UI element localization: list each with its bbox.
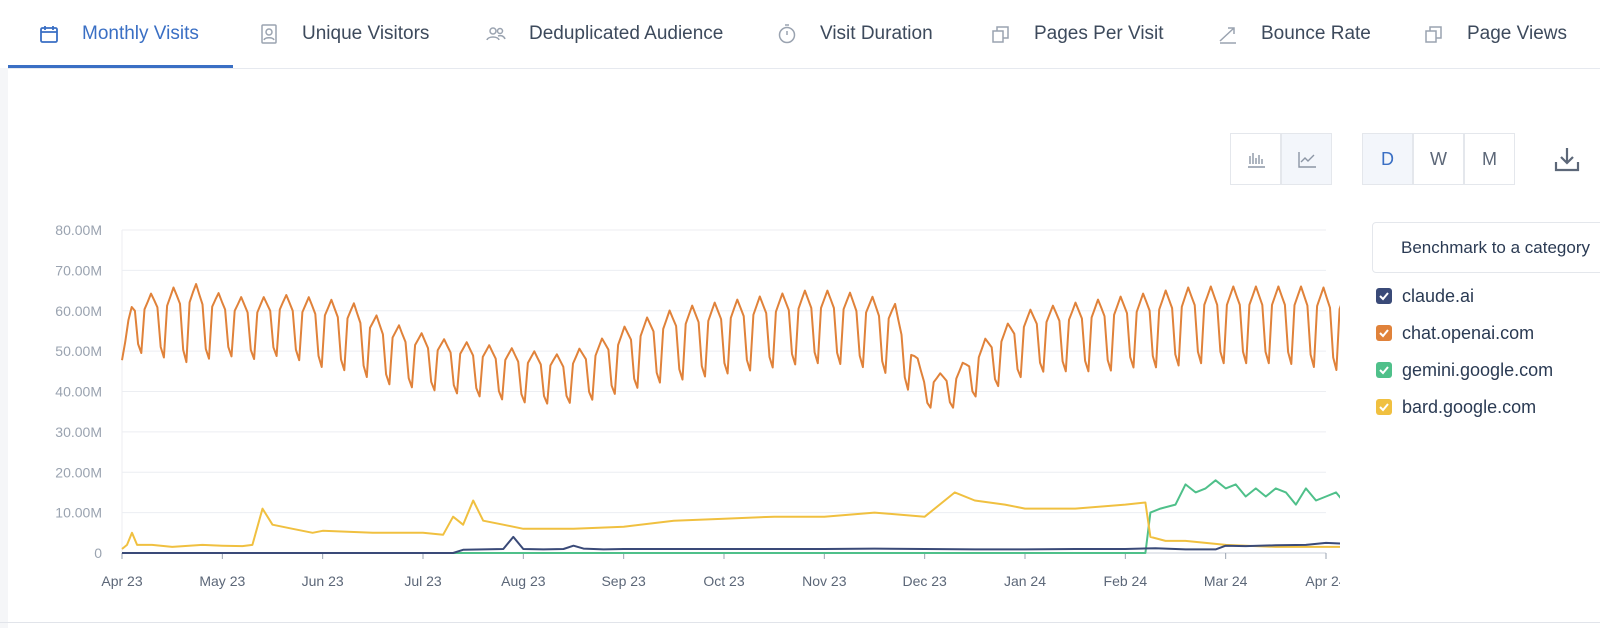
pages-icon [1423, 23, 1445, 45]
stopwatch-icon [776, 23, 798, 45]
tab-page-views[interactable]: Page Views [1423, 0, 1567, 68]
tab-monthly-visits[interactable]: Monthly Visits [38, 0, 199, 68]
x-tick-label: Jun 23 [302, 573, 344, 589]
checkbox-checked-icon[interactable] [1376, 362, 1392, 378]
line-chart-toggle[interactable] [1281, 133, 1332, 185]
y-tick-label: 30.00M [55, 424, 102, 440]
pages-icon [990, 23, 1012, 45]
granularity-weekly-button[interactable]: W [1413, 133, 1464, 185]
series-line-openai [121, 283, 1340, 409]
tab-label: Bounce Rate [1261, 23, 1371, 44]
bar-chart-toggle[interactable] [1230, 133, 1281, 185]
y-tick-label: 80.00M [55, 222, 102, 238]
trend-icon [1217, 23, 1239, 45]
granularity-monthly-button[interactable]: M [1464, 133, 1515, 185]
legend-label: chat.openai.com [1402, 322, 1535, 343]
x-tick-label: Dec 23 [902, 573, 947, 589]
checkbox-checked-icon[interactable] [1376, 325, 1392, 341]
download-icon[interactable] [1552, 144, 1582, 174]
x-tick-label: Sep 23 [601, 573, 646, 589]
tab-label: Monthly Visits [82, 23, 199, 44]
x-tick-label: Aug 23 [501, 573, 546, 589]
x-tick-label: Mar 24 [1204, 573, 1248, 589]
x-tick-label: Apr 24 [1305, 573, 1340, 589]
tab-pages-per-visit[interactable]: Pages Per Visit [990, 0, 1164, 68]
y-tick-label: 0 [94, 545, 102, 561]
y-tick-label: 20.00M [55, 464, 102, 480]
legend-item-claude[interactable]: claude.ai [1376, 284, 1474, 308]
legend-label: claude.ai [1402, 285, 1475, 306]
users-icon [485, 23, 507, 45]
x-tick-label: Oct 23 [703, 573, 744, 589]
tab-deduplicated-audience[interactable]: Deduplicated Audience [485, 0, 723, 68]
series-line-claude [122, 535, 1340, 554]
legend-item-bard[interactable]: bard.google.com [1376, 395, 1536, 419]
x-tick-label: Apr 23 [101, 573, 142, 589]
y-tick-label: 60.00M [55, 303, 102, 319]
tab-label: Page Views [1467, 23, 1567, 44]
tab-label: Deduplicated Audience [529, 23, 724, 44]
x-tick-label: Jan 24 [1004, 573, 1046, 589]
active-tab-indicator [8, 65, 233, 68]
tab-visit-duration[interactable]: Visit Duration [776, 0, 933, 68]
tab-unique-visitors[interactable]: Unique Visitors [258, 0, 429, 68]
benchmark-category-dropdown[interactable]: Benchmark to a category [1372, 222, 1600, 273]
y-tick-label: 10.00M [55, 505, 102, 521]
x-tick-label: Nov 23 [802, 573, 847, 589]
bar-chart-icon [1247, 153, 1265, 168]
checkbox-checked-icon[interactable] [1376, 288, 1392, 304]
visits-line-chart[interactable]: 0 10.00M 20.00M 30.00M 40.00M 50.00M 60.00M 70.… [0, 200, 1340, 600]
x-tick-label: May 23 [199, 573, 245, 589]
tab-bounce-rate[interactable]: Bounce Rate [1217, 0, 1371, 68]
tab-label: Unique Visitors [302, 23, 430, 44]
x-tick-label: Feb 24 [1104, 573, 1148, 589]
bottom-divider [0, 622, 1600, 623]
left-edge [0, 68, 8, 628]
checkbox-checked-icon[interactable] [1376, 399, 1392, 415]
tab-label: Pages Per Visit [1034, 23, 1164, 44]
legend-item-openai[interactable]: chat.openai.com [1376, 321, 1534, 345]
tab-label: Visit Duration [820, 23, 933, 44]
y-tick-label: 50.00M [55, 343, 102, 359]
metric-tabs: Monthly Visits Unique Visitors Deduplica… [0, 0, 1600, 69]
y-tick-label: 70.00M [55, 262, 102, 278]
series-line-gemini [122, 479, 1340, 554]
legend-item-gemini[interactable]: gemini.google.com [1376, 358, 1553, 382]
legend-label: bard.google.com [1402, 396, 1537, 417]
user-card-icon [258, 23, 280, 45]
line-chart-icon [1297, 152, 1316, 168]
y-tick-label: 40.00M [55, 384, 102, 400]
granularity-daily-button[interactable]: D [1362, 133, 1413, 185]
x-tick-label: Jul 23 [404, 573, 442, 589]
calendar-icon [38, 23, 60, 45]
series-line-bard [121, 491, 1340, 550]
legend-label: gemini.google.com [1402, 359, 1554, 380]
